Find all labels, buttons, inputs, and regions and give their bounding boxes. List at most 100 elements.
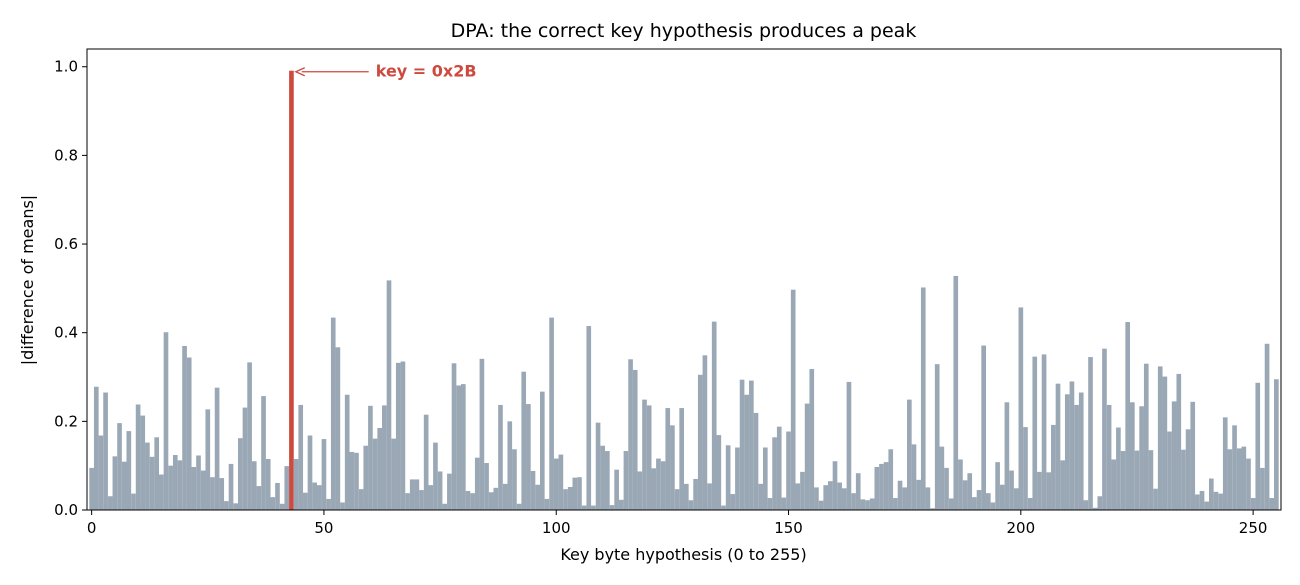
bar-194 <box>990 502 996 510</box>
x-tick-label: 100 <box>542 519 571 537</box>
bar-110 <box>600 445 606 510</box>
bar-188 <box>962 480 968 510</box>
bar-192 <box>981 345 986 510</box>
bar-158 <box>823 485 829 510</box>
bar-165 <box>855 473 861 510</box>
bar-34 <box>247 362 252 510</box>
bar-113 <box>614 469 619 510</box>
bar-187 <box>958 459 963 510</box>
bar-182 <box>934 364 940 510</box>
bar-94 <box>526 404 531 510</box>
bar-66 <box>395 362 401 510</box>
bar-100 <box>553 458 559 510</box>
bar-84 <box>479 358 485 510</box>
bar-224 <box>1130 402 1135 510</box>
bar-70 <box>414 479 420 510</box>
bar-206 <box>1046 472 1052 510</box>
bar-215 <box>1088 357 1093 510</box>
bar-26 <box>210 477 215 510</box>
bar-117 <box>632 369 638 510</box>
bar-9 <box>131 493 136 510</box>
bar-36 <box>256 486 262 510</box>
bar-222 <box>1120 451 1126 510</box>
bar-219 <box>1106 404 1112 510</box>
bar-176 <box>907 399 912 510</box>
bar-98 <box>544 498 550 510</box>
bar-237 <box>1190 401 1196 510</box>
y-tick-label: 1.0 <box>54 58 78 76</box>
x-tick-label: 200 <box>1007 519 1036 537</box>
bar-160 <box>832 461 838 510</box>
bar-97 <box>539 391 545 510</box>
bar-132 <box>702 355 708 510</box>
bar-52 <box>330 317 336 510</box>
bar-109 <box>595 422 601 510</box>
bar-37 <box>261 396 266 510</box>
bar-56 <box>349 451 355 510</box>
bar-73 <box>428 485 434 510</box>
bar-151 <box>790 289 796 510</box>
bar-25 <box>205 409 211 510</box>
x-tick-label: 0 <box>87 519 97 537</box>
bar-173 <box>893 498 898 510</box>
bar-136 <box>721 505 726 510</box>
bar-119 <box>642 399 647 510</box>
bar-18 <box>172 455 178 510</box>
bar-179 <box>920 287 926 510</box>
bar-10 <box>135 404 141 510</box>
bar-8 <box>126 431 132 510</box>
bar-1 <box>93 386 99 510</box>
bar-105 <box>577 477 582 510</box>
bar-135 <box>716 435 722 510</box>
bar-143 <box>753 412 759 510</box>
bar-225 <box>1134 450 1140 510</box>
bar-96 <box>535 484 540 510</box>
bar-91 <box>512 449 517 510</box>
bar-193 <box>985 493 991 510</box>
bar-172 <box>888 449 894 510</box>
y-tick-label: 0.6 <box>54 235 78 253</box>
plot-frame <box>86 48 1282 511</box>
bar-95 <box>530 470 536 510</box>
bar-74 <box>433 442 438 510</box>
bar-31 <box>233 503 238 510</box>
bar-21 <box>186 357 192 510</box>
bar-38 <box>265 459 271 510</box>
bar-181 <box>930 508 935 510</box>
bar-142 <box>749 380 754 510</box>
bar-83 <box>474 457 480 510</box>
bar-99 <box>549 317 554 510</box>
bar-203 <box>1032 356 1038 510</box>
y-tick-label: 0.2 <box>54 412 78 430</box>
bar-53 <box>335 347 341 510</box>
bar-183 <box>939 446 945 510</box>
bar-164 <box>851 493 856 510</box>
bar-128 <box>684 483 689 510</box>
bar-124 <box>665 408 671 510</box>
bar-40 <box>275 482 280 510</box>
bar-178 <box>916 479 921 510</box>
bar-138 <box>730 494 736 510</box>
bar-39 <box>270 497 276 510</box>
bar-198 <box>1009 470 1014 510</box>
bar-30 <box>228 463 234 510</box>
bar-140 <box>739 379 745 510</box>
bar-11 <box>140 415 146 510</box>
bar-141 <box>744 394 750 510</box>
bar-229 <box>1153 488 1158 510</box>
bar-50 <box>321 439 327 510</box>
bar-226 <box>1139 406 1144 510</box>
bar-33 <box>242 407 248 510</box>
bar-7 <box>121 461 127 510</box>
bar-180 <box>925 487 931 510</box>
bar-22 <box>191 467 197 510</box>
bar-252 <box>1260 467 1265 510</box>
bar-71 <box>419 490 424 510</box>
bar-199 <box>1013 488 1019 510</box>
bar-139 <box>735 447 740 510</box>
bar-231 <box>1162 376 1168 510</box>
bar-27 <box>214 387 220 510</box>
bar-75 <box>437 471 443 510</box>
bar-125 <box>670 425 675 510</box>
